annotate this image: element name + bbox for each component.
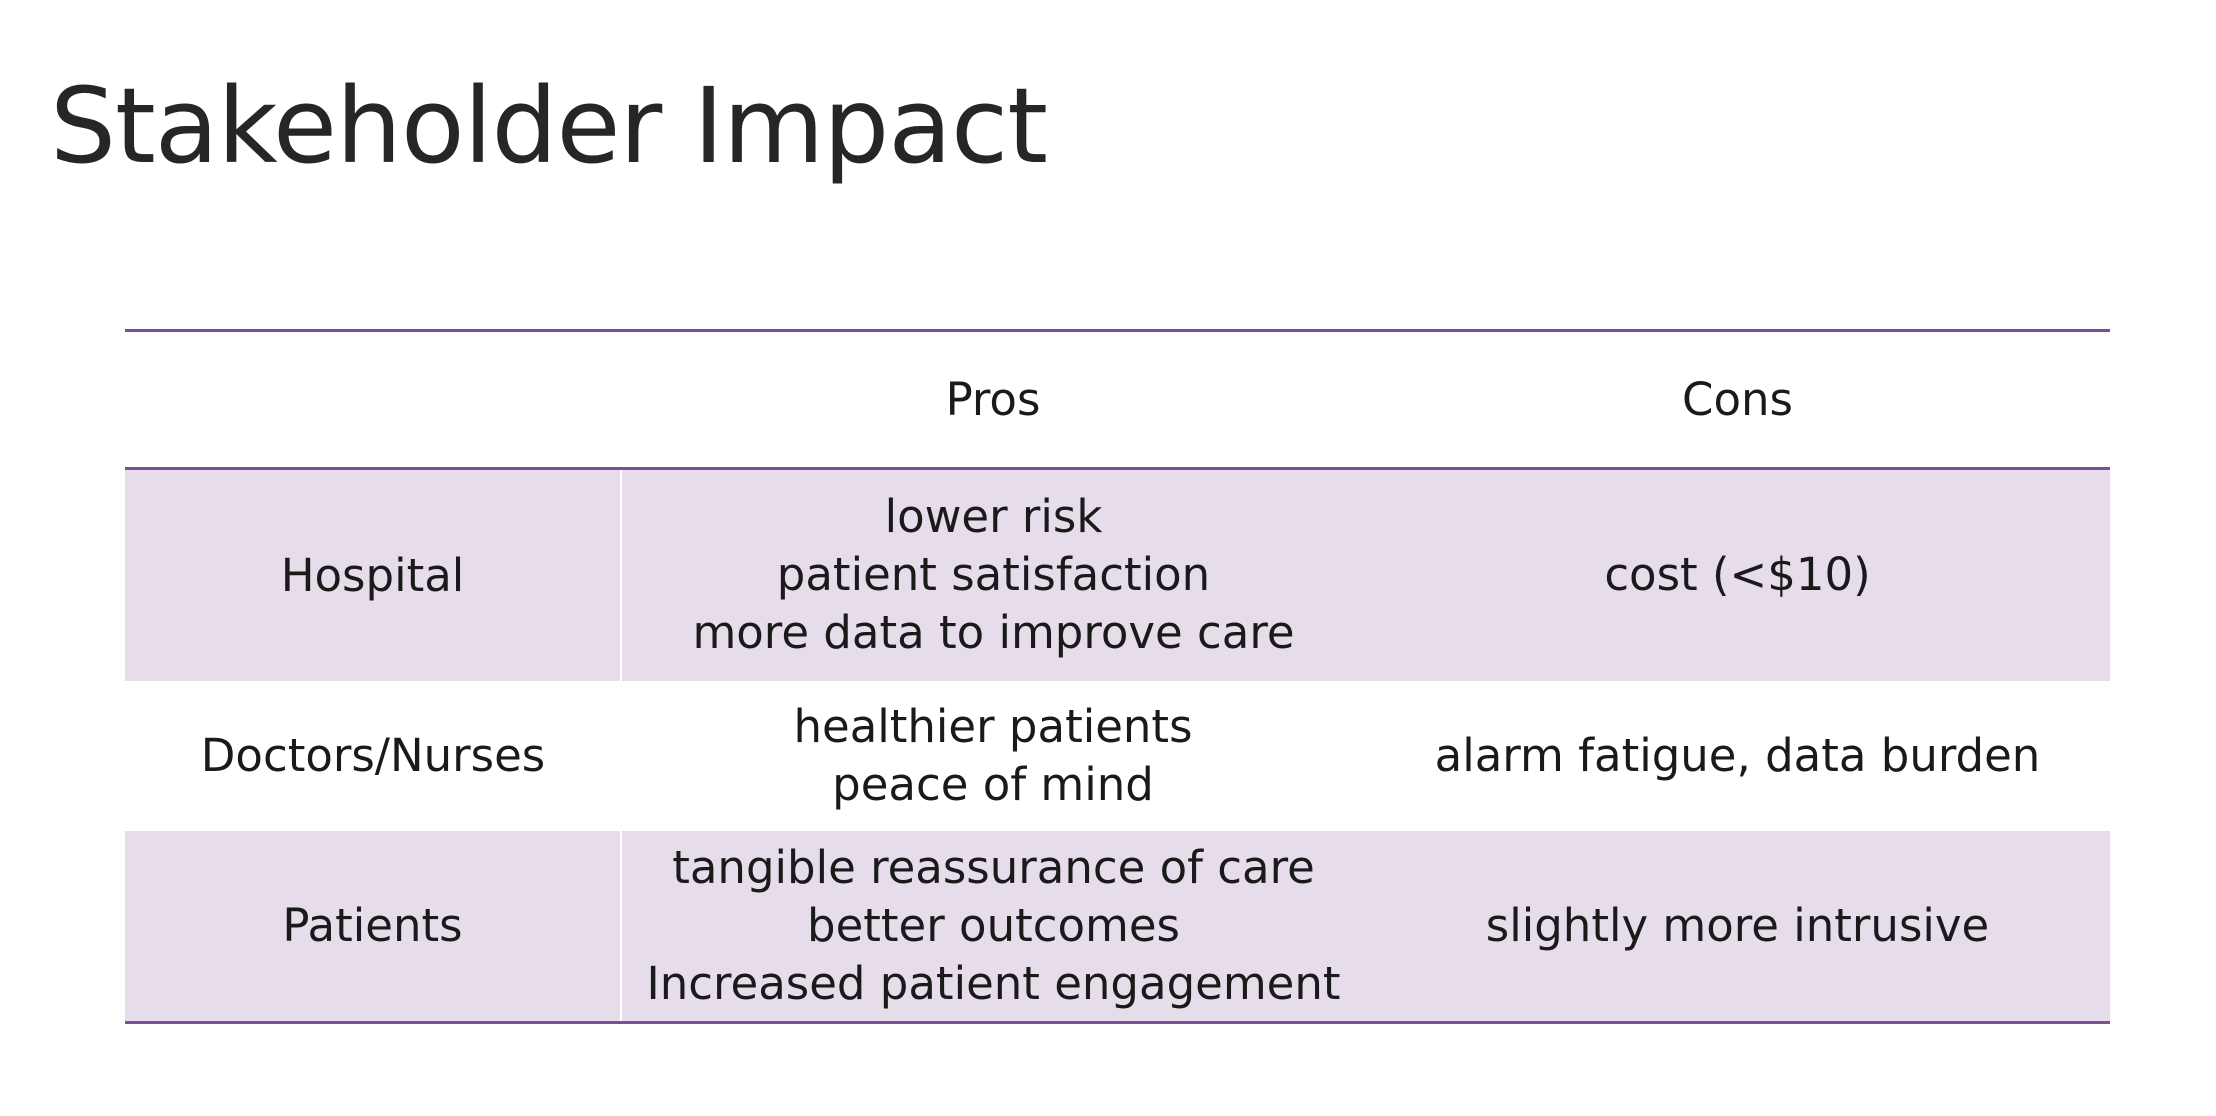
stakeholder-cell: Doctors/Nurses [200,729,546,782]
table-row-patients: Patients tangible reassurance of care be… [125,830,2110,1023]
pros-item: healthier patients [793,699,1193,753]
pros-item: patient satisfaction [776,548,1211,602]
table-row-doctors-nurses: Doctors/Nurses healthier patients peace … [125,680,2110,831]
cons-cell: slightly more intrusive [1365,831,2110,1023]
stakeholder-table: Pros Cons Hospital lower risk patient sa… [125,329,2110,1024]
pros-item: better outcomes [807,898,1180,952]
header-stakeholder [125,331,621,469]
cons-cell: cost (<$10) [1365,469,2110,681]
pros-item: peace of mind [832,757,1154,811]
stakeholder-cell: Hospital [125,468,622,681]
header-cons: Cons [1682,373,1793,426]
cons-item: alarm fatigue, data burden [1434,728,2041,782]
table-header-row: Pros Cons [125,330,2110,469]
cons-item: slightly more intrusive [1485,898,1990,952]
pros-item: lower risk [884,490,1103,544]
pros-cell: tangible reassurance of care better outc… [621,831,1365,1023]
stakeholder-cell: Patients [125,830,622,1023]
stakeholder-table-container: Pros Cons Hospital lower risk patient sa… [125,329,2110,1024]
table-row-hospital: Hospital lower risk patient satisfaction… [125,468,2110,681]
pros-item: tangible reassurance of care [672,840,1315,894]
pros-item: more data to improve care [692,606,1295,660]
pros-cell: lower risk patient satisfaction more dat… [621,469,1365,681]
page-title: Stakeholder Impact [50,65,1048,187]
cons-item: cost (<$10) [1604,548,1871,602]
pros-cell: healthier patients peace of mind [621,681,1365,831]
cons-cell: alarm fatigue, data burden [1365,681,2110,831]
pros-item: Increased patient engagement [646,956,1341,1010]
header-pros: Pros [945,373,1041,426]
